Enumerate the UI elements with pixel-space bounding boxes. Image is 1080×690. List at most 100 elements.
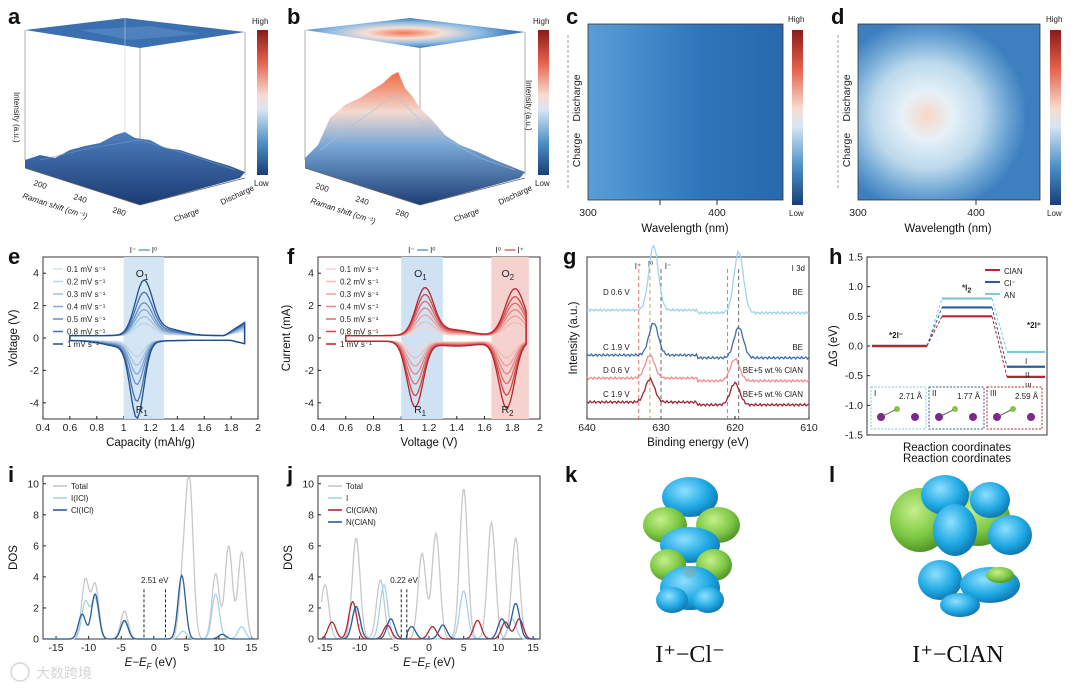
charge-axis-label: Charge <box>453 206 481 224</box>
state-label: *2I⁻ <box>889 331 903 340</box>
y-tick-label: 2 <box>308 602 314 614</box>
legend-label: 0.2 mV s⁻¹ <box>67 278 106 287</box>
atom-icon <box>1027 413 1035 421</box>
colorbar <box>1050 30 1061 205</box>
legend-label: Total <box>71 482 88 491</box>
x-tick-label: 15 <box>527 642 539 654</box>
y-tick-label: 4 <box>33 571 39 583</box>
y-tick-label: -4 <box>30 397 39 409</box>
legend-label: 0.5 mV s⁻¹ <box>67 315 106 324</box>
y-tick-label: 10 <box>302 478 314 490</box>
ion-label: I⁻ <box>408 246 414 255</box>
panel-e: e 0.4 0.6 0.8 1 1.2 1.4 1.6 1.8 2 -4 -2 0 2 4 Capacity… <box>8 244 261 449</box>
atom-icon <box>877 413 885 421</box>
discharge-axis-label: Discharge <box>497 183 534 207</box>
ion-label: I⁻ <box>665 262 671 271</box>
y-tick-label: 8 <box>33 509 39 521</box>
y-tick-label: 6 <box>33 540 39 552</box>
raman-tick: 280 <box>394 207 410 220</box>
corner-label: I 3d <box>792 264 805 273</box>
x-tick-label: 1.6 <box>477 422 492 434</box>
inset-roman: II <box>932 389 936 398</box>
highlight-band <box>401 257 443 419</box>
ion-label: I⁰ <box>430 246 435 255</box>
colorbar-high: High <box>788 15 804 24</box>
x-tick-label: 2 <box>255 422 261 434</box>
raman-tick: 240 <box>72 192 88 205</box>
x-tick-label: 630 <box>652 422 670 434</box>
bond <box>940 409 954 417</box>
x-axis-label: Reaction coordinates <box>903 453 1011 465</box>
x-tick-label: 0 <box>151 642 157 654</box>
legend-label: 0.2 mV s⁻¹ <box>340 278 379 287</box>
y-tick-label: 4 <box>308 268 314 280</box>
roman-label: III <box>1025 382 1032 391</box>
x-tick-label: 1 <box>398 422 404 434</box>
xps-trace <box>586 353 810 384</box>
state-label: *I2 <box>962 284 971 295</box>
y-tick-label: 0 <box>308 634 314 646</box>
y-label-charge: Charge <box>571 133 583 168</box>
colorbar-low: Low <box>254 179 269 188</box>
colorbar-low: Low <box>535 179 550 188</box>
x-tick-label: 0.4 <box>311 422 326 434</box>
panel-h: h -1.5 -1.0 -0.5 0.0 0.5 1.0 1.5 Reaction coord… <box>828 244 1048 465</box>
panel-label-c: c <box>566 4 578 29</box>
y-axis-label: ΔG (eV) <box>828 325 840 367</box>
xps-trace <box>586 376 810 408</box>
x-axis-label: Reaction coordinates <box>903 442 1011 454</box>
ion-label: I⁺ <box>635 262 641 271</box>
connector <box>991 298 1008 353</box>
x-tick-label: 1.2 <box>422 422 437 434</box>
atom-icon <box>894 406 900 412</box>
y-tick-label: -2 <box>30 365 39 377</box>
y-tick-label: 0.0 <box>848 341 863 353</box>
bond <box>998 409 1012 417</box>
y-axis-label: DOS <box>283 545 295 570</box>
cv-curve <box>69 279 246 420</box>
trace-label: C 1.9 V <box>603 390 630 399</box>
gap-label: 0.22 eV <box>390 576 418 585</box>
legend-label: 0.8 mV s⁻¹ <box>340 328 379 337</box>
heatmap <box>588 24 783 200</box>
raman-tick: 200 <box>32 178 48 191</box>
x-axis-label: Capacity (mAh/g) <box>106 437 195 449</box>
roman-label: II <box>1025 371 1029 380</box>
colorbar-high: High <box>252 17 268 26</box>
colorbar <box>257 30 268 175</box>
trace-tag: BE <box>792 343 803 352</box>
inset-roman: I <box>874 389 876 398</box>
connector <box>991 316 1008 377</box>
x-tick: 300 <box>849 207 867 219</box>
panel-d: d 300 400 Wavelength (nm) Discharge Char… <box>831 4 1062 235</box>
trace-label: D 0.6 V <box>603 366 630 375</box>
y-tick-label: 0 <box>33 333 39 345</box>
x-tick-label: -5 <box>117 642 126 654</box>
atom-icon <box>1010 406 1016 412</box>
y-tick-label: -2 <box>305 365 314 377</box>
xps-trace <box>586 243 810 316</box>
x-tick-label: -15 <box>48 642 63 654</box>
legend-label: AN <box>1004 291 1015 300</box>
panel-c: c 300 400 Wavelength (nm) Discharge Char… <box>566 4 804 235</box>
x-axis-label: Wavelength (nm) <box>904 223 991 235</box>
panel-label-d: d <box>831 4 844 29</box>
x-tick: 300 <box>579 207 597 219</box>
y-axis-label: Intensity (a.u.) <box>568 301 580 374</box>
x-tick-label: 620 <box>726 422 744 434</box>
y-tick-label: 4 <box>308 571 314 583</box>
panel-label-i: i <box>8 462 14 487</box>
raman-tick: 200 <box>314 181 330 194</box>
panel-label-b: b <box>287 4 300 29</box>
roman-label: I <box>1025 357 1027 366</box>
y-tick-label: 0 <box>308 333 314 345</box>
charge-axis-label: Charge <box>173 206 201 224</box>
x-tick-label: 10 <box>213 642 225 654</box>
x-tick: 400 <box>708 207 726 219</box>
x-tick-label: 1.8 <box>505 422 520 434</box>
panel-label-j: j <box>286 462 293 487</box>
y-tick-label: 1.5 <box>848 252 863 264</box>
surface-plot <box>305 72 525 205</box>
y-tick-label: -1.0 <box>845 400 863 412</box>
